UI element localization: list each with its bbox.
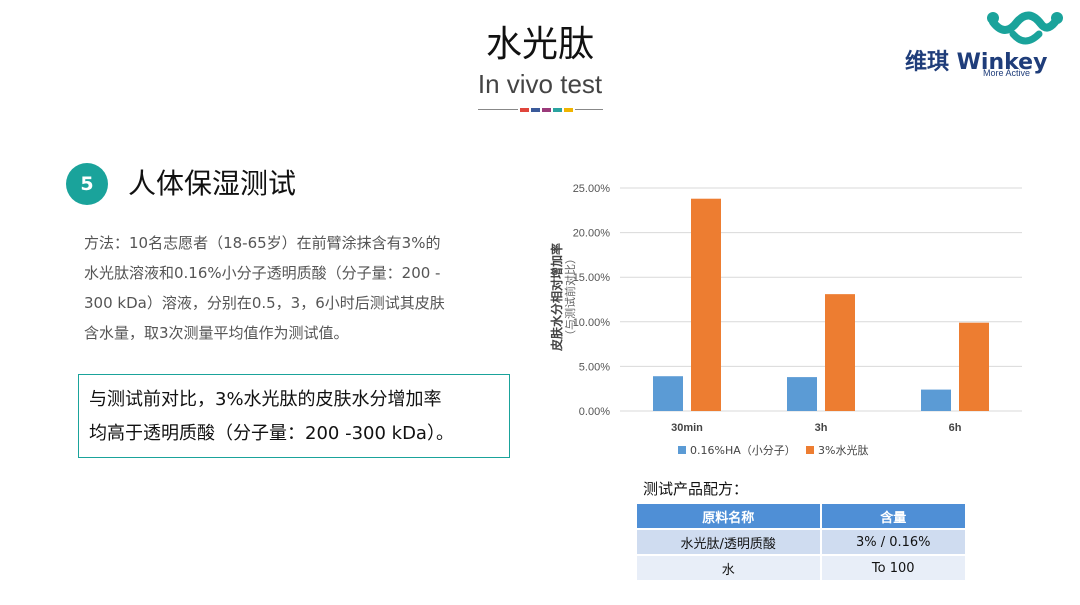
legend-label: 3%水光肽 <box>818 443 868 457</box>
page-title: 水光肽 <box>485 24 594 65</box>
bar-peptide <box>691 198 721 411</box>
divider-dash <box>564 108 573 112</box>
method-line: 含水量，取3次测量平均值作为测试值。 <box>84 324 349 342</box>
formula-label: 测试产品配方： <box>643 480 749 498</box>
conclusion-line: 与测试前对比，3%水光肽的皮肤水分增加率 <box>89 389 442 410</box>
method-line: 方法：10名志愿者（18-65岁）在前臂涂抹含有3%的 <box>84 234 441 252</box>
logo-tagline: More Active <box>983 68 1031 78</box>
divider-dash <box>531 108 540 112</box>
y-tick-label: 5.00% <box>579 361 610 373</box>
method-description: 方法：10名志愿者（18-65岁）在前臂涂抹含有3%的 水光肽溶液和0.16%小… <box>84 228 484 348</box>
section-heading: 人体保湿测试 <box>128 167 297 200</box>
table-cell: 水光肽/透明质酸 <box>637 530 820 554</box>
bar-ha <box>787 377 817 411</box>
method-line: 300 kDa）溶液，分别在0.5，3，6小时后测试其皮肤 <box>84 294 445 312</box>
conclusion-line: 均高于透明质酸（分子量：200 -300 kDa）。 <box>89 423 454 444</box>
y-tick-label: 10.00% <box>573 317 611 329</box>
brand-logo: 维琪 Winkey More Active <box>905 8 1065 78</box>
legend-swatch <box>806 446 814 454</box>
divider-dash <box>542 108 551 112</box>
winkey-wave-logo-icon <box>987 11 1063 45</box>
legend-label: 0.16%HA（小分子） <box>690 444 796 457</box>
logo-brand-text: 维琪 Winkey <box>905 50 1048 75</box>
legend-swatch <box>678 446 686 454</box>
page-subtitle: In vivo test <box>477 69 603 99</box>
x-tick-label: 30min <box>671 422 703 434</box>
bar-peptide <box>825 294 855 411</box>
table-cell: 3% / 0.16% <box>821 530 965 554</box>
table-row: 水 To 100 <box>637 556 965 580</box>
y-tick-label: 20.00% <box>573 228 611 240</box>
x-tick-label: 3h <box>815 422 828 434</box>
bar-peptide <box>959 322 989 411</box>
table-cell: 水 <box>637 556 820 580</box>
method-line: 水光肽溶液和0.16%小分子透明质酸（分子量：200 - <box>84 264 441 282</box>
step-number-badge: 5 <box>66 163 108 205</box>
title-divider <box>478 108 603 112</box>
divider-dash <box>553 108 562 112</box>
x-tick-label: 6h <box>949 422 962 434</box>
formula-header-amount: 含量 <box>821 504 965 528</box>
conclusion-box: 与测试前对比，3%水光肽的皮肤水分增加率 均高于透明质酸（分子量：200 -30… <box>78 374 510 458</box>
table-row: 水光肽/透明质酸 3% / 0.16% <box>637 530 965 554</box>
bar-ha <box>921 389 951 411</box>
formula-header-name: 原料名称 <box>637 504 820 528</box>
table-cell: To 100 <box>821 556 965 580</box>
y-tick-label: 15.00% <box>573 272 611 284</box>
moisture-bar-chart: 0.00% 5.00% 10.00% 15.00% 20.00% 25.00% 30min 3… <box>573 183 1022 457</box>
divider-dash <box>520 108 529 112</box>
y-tick-label: 25.00% <box>573 183 611 195</box>
y-tick-label: 0.00% <box>579 406 610 418</box>
formula-table: 原料名称 含量 水光肽/透明质酸 3% / 0.16% 水 To 100 <box>635 502 967 582</box>
bar-ha <box>653 376 683 411</box>
